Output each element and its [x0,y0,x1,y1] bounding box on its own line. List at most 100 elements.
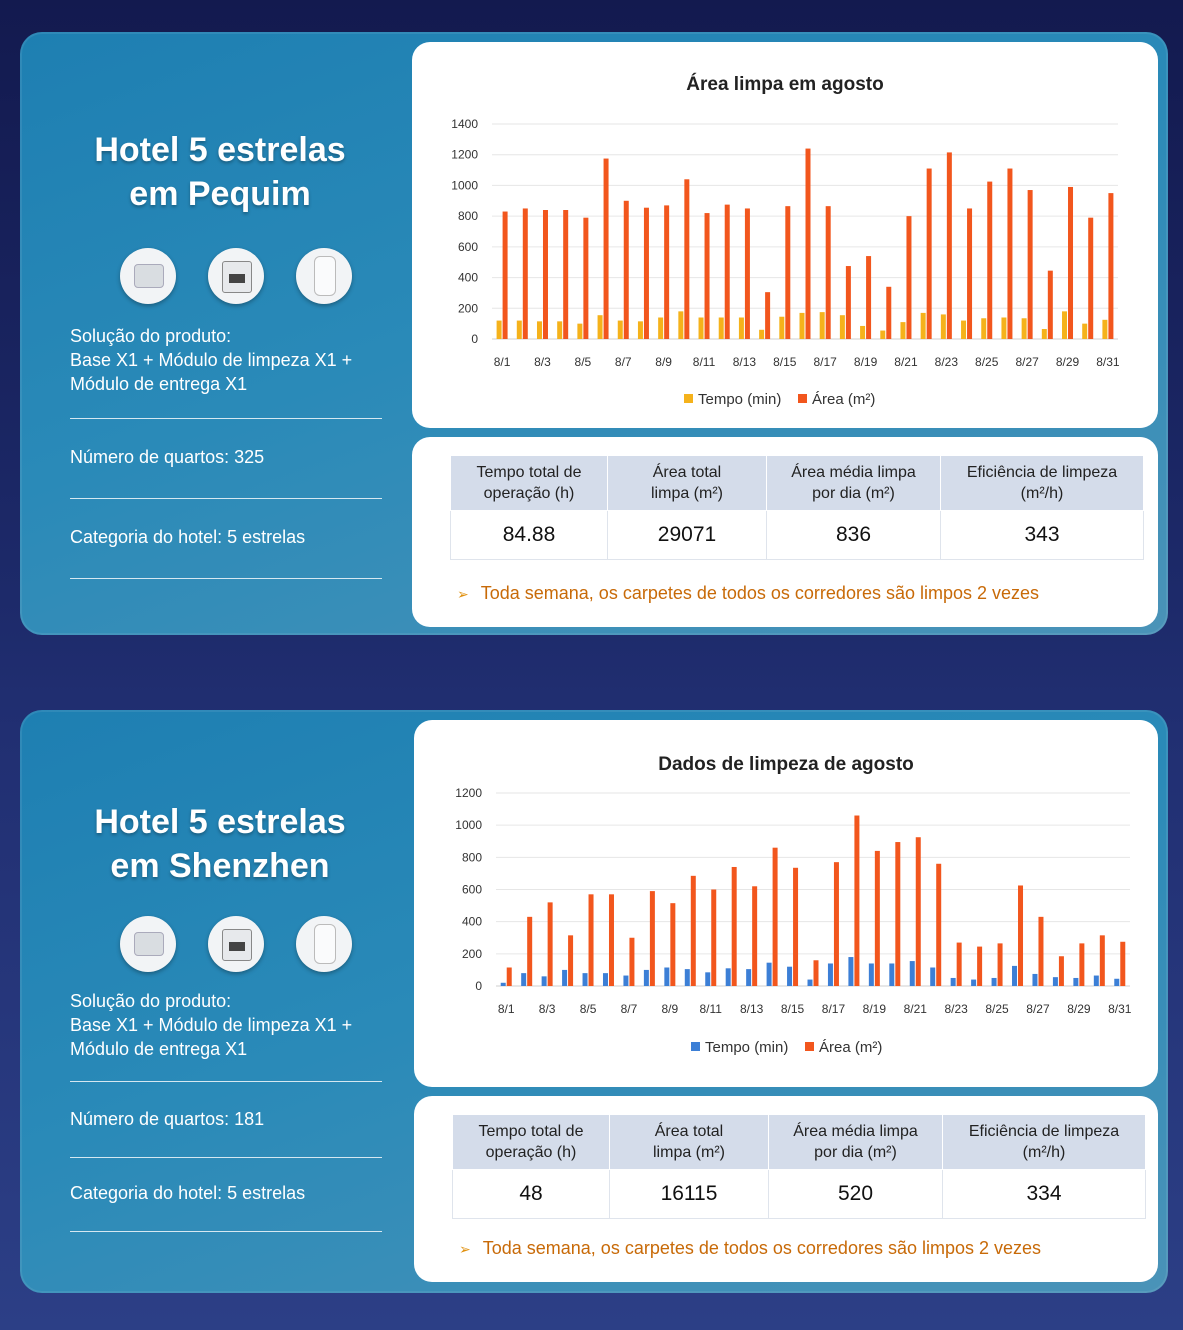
header-efficiency: Eficiência de limpeza (m²/h) [940,455,1144,511]
bar [779,316,785,339]
bar [909,961,915,986]
x-tick-label: 8/9 [655,355,672,369]
bar [541,976,547,986]
room-count: Número de quartos: 325 [70,447,265,467]
bar [1007,168,1013,339]
bar [664,967,670,986]
bar [827,963,833,986]
bar [895,842,901,986]
delivery-module-icon [296,248,352,304]
legend-swatch [691,1042,700,1051]
hotel-panel-beijing: Hotel 5 estrelas em Pequim Solução do pr… [20,32,1168,635]
bar [987,181,993,339]
bar [731,866,737,986]
bar [1041,329,1047,339]
cleaning-module-icon [208,916,264,972]
cleaning-module-icon [208,248,264,304]
bar [704,213,710,339]
bar [496,320,502,339]
x-tick-label: 8/27 [1015,355,1039,369]
y-tick-label: 0 [471,332,478,346]
bar [956,942,962,986]
x-tick-label: 8/9 [661,1002,678,1016]
header-total-area: Área total limpa (m²) [607,455,767,511]
bar [936,863,942,986]
bar [1114,978,1120,986]
y-tick-label: 200 [458,301,478,315]
y-tick-label: 1000 [451,178,478,192]
y-tick-label: 600 [462,883,482,897]
legend-swatch [684,394,693,403]
y-tick-label: 400 [458,271,478,285]
hotel-panel-shenzhen: Hotel 5 estrelas em Shenzhen Solução do … [20,710,1168,1293]
y-tick-label: 1400 [451,117,478,131]
bar [930,967,936,986]
bar [819,312,825,339]
product-solution: Solução do produto: Base X1 + Módulo de … [70,991,353,1059]
bar [690,875,696,986]
bar [997,943,1003,986]
bar [1012,965,1018,986]
bar [629,937,635,986]
bar [1027,190,1033,339]
x-tick-label: 8/25 [985,1002,1009,1016]
bar [752,886,758,986]
x-tick-label: 8/17 [814,355,838,369]
bar [845,266,851,339]
bar [500,982,506,986]
legend-label: Área (m²) [819,1039,882,1056]
bar [1018,885,1024,986]
y-tick-label: 800 [458,209,478,223]
room-count: Número de quartos: 181 [70,1109,265,1129]
bar [711,889,717,986]
bar [799,312,805,339]
y-tick-label: 600 [458,240,478,254]
divider [70,1157,382,1158]
legend-swatch [798,394,807,403]
legend-label: Tempo (min) [698,391,781,408]
bar [1047,270,1053,339]
x-tick-label: 8/29 [1056,355,1080,369]
bar [718,317,724,339]
bar [839,315,845,339]
bar [637,321,643,339]
bar [889,963,895,986]
y-tick-label: 1000 [455,818,482,832]
bar [536,321,542,339]
base-robot-icon [120,916,176,972]
bar [854,815,860,986]
value-daily-area: 520 [768,1169,943,1219]
bar [588,894,594,986]
stats-card: Tempo total de operação (h) Área total lim… [414,1096,1158,1282]
x-tick-label: 8/13 [740,1002,764,1016]
bar [880,330,886,339]
x-tick-label: 8/13 [733,355,757,369]
bar-chart: 0 200 400 600 800 1000 1200 8/1 8/3 8/5 8/7 8/9 8/11… [455,786,1131,1056]
bar [684,179,690,339]
bar [920,312,926,339]
x-tick-label: 8/31 [1096,355,1120,369]
header-daily-area: Área média limpa por dia (m²) [766,455,941,511]
bar [658,317,664,339]
bar [906,216,912,339]
bar [746,969,752,986]
bar [502,211,508,339]
header-total-time: Tempo total de operação (h) [452,1114,610,1170]
bar [950,977,956,986]
bar [1082,323,1088,339]
bar [582,973,588,986]
bar [563,210,569,339]
bar [1021,318,1027,339]
bar [1079,943,1085,986]
bar [886,286,892,339]
x-tick-label: 8/27 [1026,1002,1050,1016]
stats-table: Tempo total de operação (h) Área total lim… [450,455,1144,560]
value-efficiency: 334 [942,1169,1146,1219]
bar [597,315,603,339]
bar [506,967,512,986]
x-tick-label: 8/1 [498,1002,515,1016]
bar [678,311,684,339]
bar [900,322,906,339]
bar [1052,977,1058,986]
bar [971,979,977,986]
